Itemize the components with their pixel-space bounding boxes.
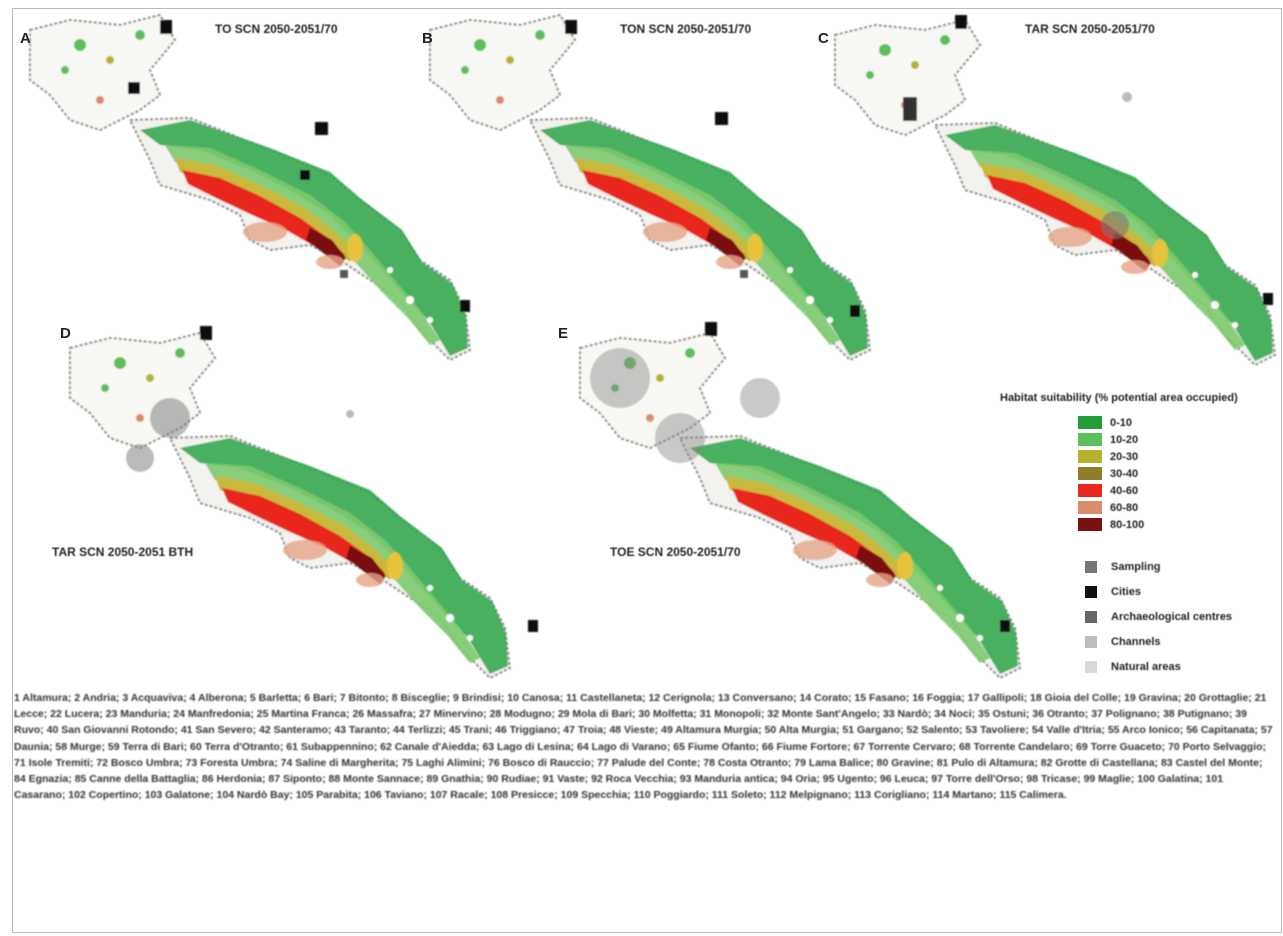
legend-swatch (1078, 450, 1102, 463)
legend-label: 10-20 (1110, 434, 1138, 446)
panel-letter-c: C (818, 30, 829, 47)
legend-swatch (1078, 433, 1102, 446)
legend-label: 60-80 (1110, 502, 1138, 514)
panel-letter-e: E (558, 325, 568, 342)
legend-swatch (1078, 518, 1102, 531)
panel-letter-a: A (20, 30, 31, 47)
map-panel-b (430, 15, 870, 360)
panel-title-c: TAR SCN 2050-2051/70 (1025, 22, 1155, 36)
legend-label: 0-10 (1110, 417, 1132, 429)
suitability-legend: Habitat suitability (% potential area oc… (1000, 392, 1280, 533)
legend-row: 10-20 (1078, 431, 1280, 448)
legend-swatch (1078, 467, 1102, 480)
map-panel-d (70, 326, 538, 678)
symbol-swatch (1085, 636, 1097, 648)
panel-title-a: TO SCN 2050-2051/70 (215, 22, 338, 36)
legend-swatch (1078, 501, 1102, 514)
legend-swatch (1078, 484, 1102, 497)
symbol-swatch (1085, 611, 1097, 623)
symbol-row: Archaeological centres (1085, 604, 1232, 629)
symbol-legend: Sampling Cities Archaeological centres Chan… (1085, 554, 1232, 679)
symbol-label: Sampling (1111, 561, 1161, 573)
symbol-row: Channels (1085, 629, 1232, 654)
symbol-label: Natural areas (1111, 661, 1181, 673)
legend-label: 20-30 (1110, 451, 1138, 463)
legend-title: Habitat suitability (% potential area oc… (1000, 392, 1280, 404)
legend-label: 40-60 (1110, 485, 1138, 497)
map-panel-a (30, 15, 470, 360)
legend-row: 60-80 (1078, 499, 1280, 516)
figure-caption: 1 Altamura; 2 Andria; 3 Acquaviva; 4 Alb… (14, 690, 1276, 803)
panel-title-b: TON SCN 2050-2051/70 (620, 22, 751, 36)
panel-letter-d: D (60, 325, 71, 342)
symbol-label: Archaeological centres (1111, 611, 1232, 623)
map-panel-c (835, 15, 1275, 365)
symbol-row: Sampling (1085, 554, 1232, 579)
legend-row: 30-40 (1078, 465, 1280, 482)
panel-title-e: TOE SCN 2050-2051/70 (610, 545, 741, 559)
legend-row: 0-10 (1078, 414, 1280, 431)
legend-label: 30-40 (1110, 468, 1138, 480)
symbol-swatch (1085, 661, 1097, 673)
symbol-swatch (1085, 561, 1097, 573)
symbol-label: Cities (1111, 586, 1141, 598)
legend-row: 20-30 (1078, 448, 1280, 465)
symbol-row: Cities (1085, 579, 1232, 604)
panel-title-d: TAR SCN 2050-2051 BTH (52, 545, 193, 559)
map-panel-e (580, 322, 1020, 678)
symbol-row: Natural areas (1085, 654, 1232, 679)
panel-letter-b: B (422, 30, 433, 47)
symbol-swatch (1085, 586, 1097, 598)
legend-row: 40-60 (1078, 482, 1280, 499)
legend-label: 80-100 (1110, 519, 1144, 531)
legend-row: 80-100 (1078, 516, 1280, 533)
legend-swatch (1078, 416, 1102, 429)
symbol-label: Channels (1111, 636, 1161, 648)
